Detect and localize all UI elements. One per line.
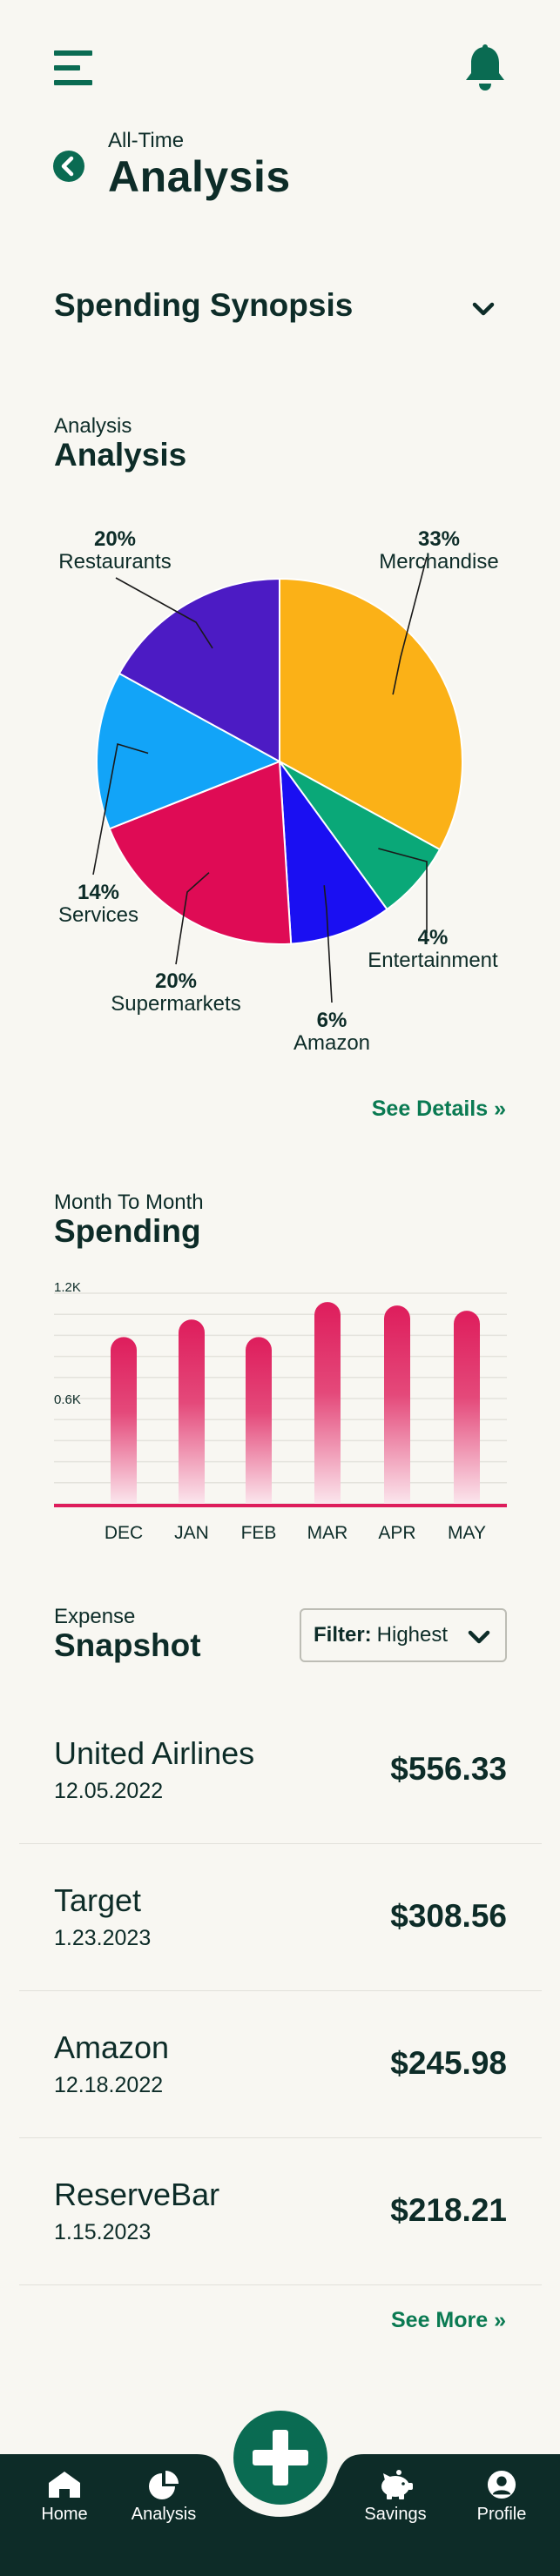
pie-slice-restaurants (118, 577, 280, 763)
expense-date: 1.23.2023 (54, 1926, 152, 1950)
list-item[interactable]: Target 1.23.2023 $308.56 (19, 1844, 542, 1991)
snapshot-title: Snapshot (54, 1627, 201, 1663)
expense-date: 12.05.2022 (54, 1779, 164, 1803)
expense-date: 1.15.2023 (54, 2220, 152, 2244)
pie-leader-line (175, 872, 210, 965)
pie-leader-line (378, 848, 428, 933)
pie-percent-label: 20% (155, 969, 197, 993)
pie-category-label: Restaurants (58, 550, 171, 574)
expense-amount: $218.21 (390, 2192, 507, 2228)
pie-section-title: Analysis (54, 437, 187, 473)
pie-section-subtitle: Analysis (54, 414, 132, 438)
x-tick-label: JAN (174, 1523, 209, 1543)
bar-feb (246, 1337, 272, 1504)
list-item[interactable]: ReserveBar 1.15.2023 $218.21 (19, 2138, 542, 2285)
bar-jan (179, 1319, 205, 1504)
bar-mar (314, 1302, 341, 1504)
pie-percent-label: 4% (418, 926, 449, 949)
pie-percent-label: 20% (94, 527, 136, 551)
x-tick-label: MAY (448, 1523, 486, 1543)
home-icon (49, 2472, 80, 2498)
pie-slice-supermarkets (108, 760, 293, 945)
see-details-link[interactable]: See Details » (371, 1097, 506, 1121)
nav-savings[interactable]: Savings (352, 2470, 439, 2525)
bar-section-subtitle: Month To Month (54, 1191, 204, 1214)
expense-name: United Airlines (54, 1735, 255, 1771)
chevron-down-icon (468, 1630, 490, 1644)
bar-may (454, 1311, 480, 1504)
nav-profile[interactable]: Profile (458, 2470, 545, 2525)
y-tick-label: 1.2K (54, 1280, 81, 1295)
see-more-link[interactable]: See More » (390, 2308, 506, 2332)
pie-category-label: Supermarkets (111, 992, 240, 1016)
bar-section-title: Spending (54, 1213, 201, 1249)
pie-category-label: Services (58, 903, 138, 927)
bar-dec (111, 1337, 137, 1504)
menu-icon[interactable] (54, 49, 96, 87)
user-icon (487, 2470, 516, 2499)
pie-leader-line (115, 577, 213, 649)
expense-amount: $556.33 (390, 1751, 507, 1787)
filter-value: Highest (376, 1623, 449, 1647)
pie-leader-line (392, 556, 428, 695)
chevron-down-icon[interactable] (470, 296, 496, 322)
pie-chart-icon (149, 2471, 179, 2499)
expense-date: 12.18.2022 (54, 2073, 164, 2097)
filter-label: Filter: (314, 1623, 372, 1647)
filter-dropdown[interactable]: Filter: Highest (300, 1608, 507, 1662)
expense-name: Target (54, 1882, 142, 1918)
nav-home[interactable]: Home (21, 2470, 108, 2525)
pie-percent-label: 33% (418, 527, 460, 551)
expense-list: United Airlines 12.05.2022 $556.33 Targe… (19, 1697, 542, 2285)
nav-profile-label: Profile (476, 2505, 527, 2524)
pie-leader-line (323, 885, 333, 1003)
nav-home-label: Home (41, 2505, 88, 2524)
expense-name: Amazon (54, 2029, 170, 2065)
y-tick-label: 0.6K (54, 1392, 81, 1407)
add-button[interactable] (226, 2407, 334, 2515)
list-item[interactable]: United Airlines 12.05.2022 $556.33 (19, 1697, 542, 1844)
synopsis-dropdown-title[interactable]: Spending Synopsis (54, 287, 354, 323)
nav-savings-label: Savings (364, 2505, 427, 2524)
pie-category-label: Entertainment (368, 949, 498, 972)
snapshot-subtitle: Expense (54, 1605, 136, 1628)
page-title: Analysis (108, 152, 291, 201)
header-subtitle: All-Time (108, 129, 185, 152)
bar-apr (384, 1305, 410, 1504)
pie-category-label: Amazon (293, 1031, 370, 1055)
pie-category-label: Merchandise (379, 550, 498, 574)
pie-leader-line (92, 742, 149, 875)
spending-pie-chart: 33%Merchandise 4%Entertainment 6%Amazon 20%… (58, 527, 499, 1055)
bell-icon[interactable] (463, 44, 507, 92)
pie-slice-merchandise (279, 577, 463, 851)
x-tick-label: MAR (307, 1523, 348, 1543)
expense-name: ReserveBar (54, 2177, 220, 2212)
back-arrow-icon[interactable] (52, 150, 85, 183)
list-item[interactable]: Amazon 12.18.2022 $245.98 (19, 1991, 542, 2138)
nav-analysis[interactable]: Analysis (120, 2470, 207, 2525)
expense-amount: $308.56 (390, 1898, 507, 1934)
nav-analysis-label: Analysis (131, 2505, 197, 2524)
piggy-bank-icon (381, 2470, 413, 2499)
bottom-nav-bar (0, 2454, 560, 2576)
pie-slice-services (96, 672, 282, 830)
expense-amount: $245.98 (390, 2045, 507, 2081)
pie-percent-label: 14% (78, 881, 119, 904)
pie-slice-amazon (278, 758, 388, 945)
x-tick-label: DEC (105, 1523, 143, 1543)
monthly-spending-bar-chart: 1.2K 0.6K DEC JAN FEB MAR APR MAY (54, 1280, 507, 1543)
x-tick-label: APR (378, 1523, 415, 1543)
pie-percent-label: 6% (317, 1009, 347, 1032)
x-tick-label: FEB (241, 1523, 277, 1543)
